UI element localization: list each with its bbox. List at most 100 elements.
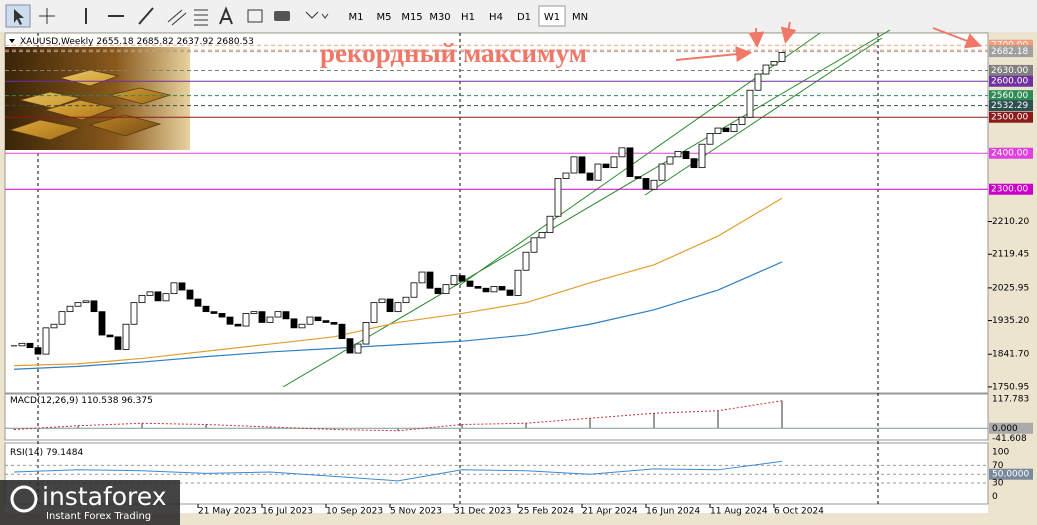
level-badge: [989, 100, 1033, 112]
macd-label: MACD(12,26,9): [10, 396, 78, 406]
candle: [146, 291, 154, 296]
active-timeframe: [538, 5, 566, 27]
candle: [370, 302, 378, 323]
level-badge: [989, 90, 1033, 102]
candle: [538, 232, 546, 239]
candle: [90, 300, 98, 313]
candle: [290, 318, 298, 329]
macd-signal: 96.375: [121, 396, 153, 406]
brand: instaforex: [42, 482, 167, 511]
gold-bars: [8, 69, 172, 141]
timeframe-bar: M1 M5 M15 M30 H1 H4 D1 W1 MN: [349, 5, 588, 27]
level-label: 2630.00: [991, 66, 1028, 76]
symbol-header: XAUUSD,Weekly 2655.18 2685.82 2637.92 26…: [20, 37, 254, 47]
timeframe-button[interactable]: M30: [429, 12, 450, 23]
candle: [706, 133, 714, 145]
crosshair-button[interactable]: [39, 8, 55, 24]
candle: [202, 305, 210, 313]
level-badge: [989, 183, 1033, 195]
candle: [218, 313, 226, 318]
candle: [154, 291, 162, 302]
fibo-button[interactable]: [194, 9, 208, 26]
shape-button[interactable]: [274, 11, 290, 21]
shapes-dropdown[interactable]: [305, 11, 329, 19]
plot-layer: [5, 44, 988, 482]
candle: [674, 151, 682, 158]
candle: [722, 127, 730, 133]
x-tick-label: 16 Jun 2024: [646, 507, 700, 517]
timeframe-button[interactable]: M15: [401, 12, 422, 23]
candle: [650, 179, 658, 190]
candle: [530, 237, 538, 253]
candle: [106, 334, 114, 338]
candle: [658, 163, 666, 181]
candle: [314, 316, 322, 322]
level-label: 2682.18: [991, 47, 1028, 57]
candle: [738, 116, 746, 125]
label-button[interactable]: [247, 9, 263, 23]
timeframe-button[interactable]: H4: [489, 12, 503, 23]
candle: [378, 298, 386, 304]
text-button[interactable]: [219, 6, 233, 25]
candle: [58, 311, 66, 325]
candle: [434, 287, 442, 295]
candle: [362, 322, 370, 345]
candle: [426, 271, 434, 289]
toolbar: M1 M5 M15 M30 H1 H4 D1 W1 MN: [0, 0, 1037, 32]
toolbar-bg: [0, 0, 1037, 32]
macd-header: MACD(12,26,9) 110.538 96.375: [10, 396, 153, 406]
x-tick-label: 21 Apr 2024: [582, 507, 638, 517]
timeframe-button[interactable]: MN: [572, 12, 588, 23]
ohlc-value: 2685.82: [136, 37, 173, 47]
timeframe-button[interactable]: H1: [461, 12, 475, 23]
candle: [754, 73, 762, 91]
level-badge: [989, 111, 1033, 123]
timeframe-button[interactable]: M1: [349, 12, 364, 23]
timeframe-button[interactable]: W1: [544, 12, 560, 23]
candle: [194, 298, 202, 307]
symbol: XAUUSD,Weekly: [20, 37, 94, 47]
candle: [410, 282, 418, 298]
candle: [730, 124, 738, 133]
candle: [642, 178, 650, 190]
ohlc: 2655.18 2685.82 2637.92 2680.53: [96, 37, 254, 47]
header-menu[interactable]: [9, 39, 15, 43]
gold-image: [5, 47, 190, 150]
level-badge: [989, 64, 1033, 76]
candle: [26, 342, 34, 349]
candle: [778, 52, 786, 62]
candle: [74, 302, 82, 307]
rsi-value: 79.1484: [46, 448, 83, 458]
candle: [178, 282, 186, 291]
candle: [554, 178, 562, 217]
candle: [714, 127, 722, 134]
candle: [666, 156, 674, 165]
y-tick-label: 2210.20: [992, 217, 1029, 227]
y-tick-label: 2119.45: [992, 250, 1029, 260]
level-label: 2500.00: [991, 113, 1028, 123]
annotation: рекордный максимум: [320, 38, 587, 68]
channel-button[interactable]: [167, 9, 187, 26]
candle: [130, 302, 138, 325]
y-tick-label: 1841.70: [992, 350, 1029, 360]
rsi-header: RSI(14) 79.1484: [10, 448, 83, 458]
candle: [586, 172, 594, 181]
candle: [386, 298, 394, 313]
candle: [578, 156, 586, 174]
candle: [234, 323, 242, 327]
candle: [610, 156, 618, 169]
timeframe-button[interactable]: M5: [377, 12, 392, 23]
trendline-button[interactable]: [138, 7, 154, 25]
candle: [746, 89, 754, 118]
x-tick-label: 6 Oct 2024: [774, 507, 824, 517]
x-tick-label: 11 Aug 2024: [710, 507, 768, 517]
candle: [402, 296, 410, 304]
candle: [602, 163, 610, 169]
x-tick-label: 21 May 2023: [198, 507, 257, 517]
candle: [594, 163, 602, 181]
candle: [466, 280, 474, 287]
logo-icon: [10, 485, 38, 513]
candle: [162, 293, 170, 302]
macd-tick-label: -41.608: [992, 434, 1027, 444]
timeframe-button[interactable]: D1: [517, 12, 531, 23]
